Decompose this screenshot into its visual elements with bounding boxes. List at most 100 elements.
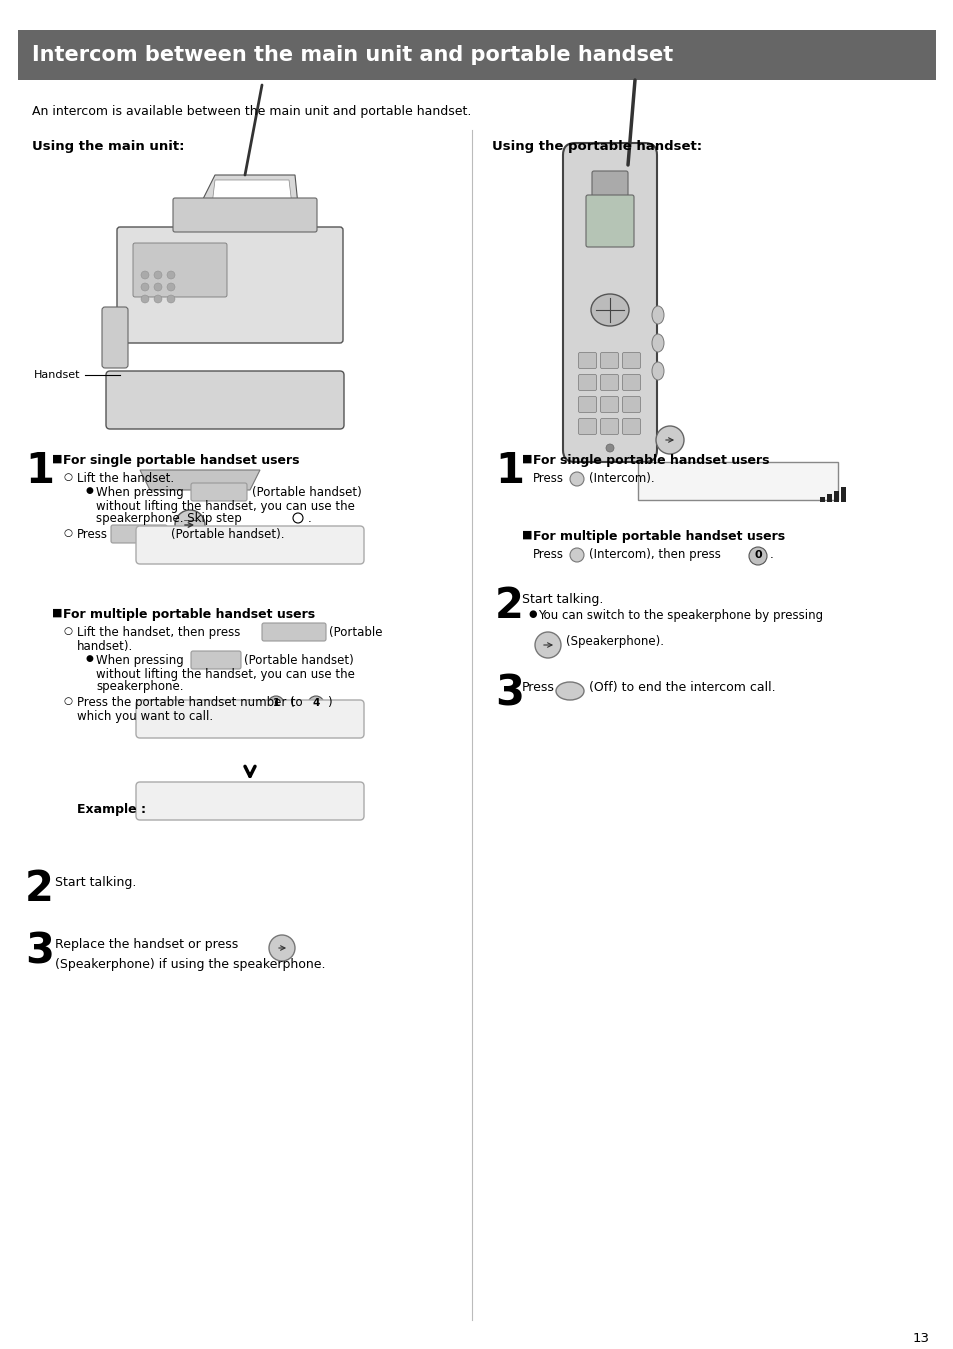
- Text: (Intercom).: (Intercom).: [588, 472, 654, 486]
- Text: For single portable handset users: For single portable handset users: [63, 455, 299, 467]
- FancyBboxPatch shape: [622, 418, 639, 434]
- Text: without lifting the handset, you can use the: without lifting the handset, you can use…: [96, 668, 355, 681]
- Text: Press: Press: [533, 548, 563, 561]
- Circle shape: [153, 283, 162, 291]
- FancyBboxPatch shape: [585, 196, 634, 247]
- FancyBboxPatch shape: [599, 397, 618, 413]
- Text: speakerphone.: speakerphone.: [96, 680, 183, 693]
- Text: (Portable handset).: (Portable handset).: [171, 527, 284, 541]
- FancyBboxPatch shape: [172, 198, 316, 232]
- Ellipse shape: [651, 306, 663, 324]
- Text: 2: 2: [25, 867, 53, 911]
- FancyBboxPatch shape: [136, 526, 364, 564]
- Circle shape: [268, 696, 284, 712]
- Text: Lift the handset, then press: Lift the handset, then press: [77, 626, 240, 639]
- Text: to: to: [287, 696, 306, 710]
- FancyBboxPatch shape: [136, 782, 364, 820]
- Text: For multiple portable handset users: For multiple portable handset users: [533, 530, 784, 544]
- Polygon shape: [210, 179, 294, 223]
- Text: handset).: handset).: [77, 639, 133, 653]
- Text: When pressing: When pressing: [96, 486, 184, 499]
- FancyBboxPatch shape: [111, 525, 167, 544]
- Circle shape: [569, 472, 583, 486]
- Circle shape: [167, 295, 174, 304]
- Text: 13: 13: [912, 1331, 929, 1345]
- Text: ■: ■: [52, 608, 63, 618]
- Text: Press: Press: [77, 527, 108, 541]
- Text: 4: 4: [312, 697, 319, 708]
- Text: (Portable handset): (Portable handset): [252, 486, 361, 499]
- Text: ): ): [327, 696, 332, 710]
- Text: 1: 1: [273, 697, 279, 708]
- Text: 3: 3: [25, 929, 54, 973]
- FancyBboxPatch shape: [262, 623, 326, 641]
- FancyBboxPatch shape: [102, 308, 128, 368]
- Text: ○: ○: [63, 626, 71, 635]
- Text: Example :: Example :: [77, 803, 146, 816]
- Text: When pressing: When pressing: [96, 654, 184, 666]
- FancyBboxPatch shape: [599, 418, 618, 434]
- FancyBboxPatch shape: [578, 352, 596, 368]
- Text: 3: 3: [495, 673, 523, 715]
- FancyBboxPatch shape: [599, 352, 618, 368]
- Circle shape: [153, 295, 162, 304]
- Circle shape: [167, 283, 174, 291]
- FancyBboxPatch shape: [578, 397, 596, 413]
- FancyBboxPatch shape: [599, 375, 618, 390]
- Text: ●: ●: [527, 608, 536, 619]
- Bar: [820, 496, 824, 502]
- FancyBboxPatch shape: [191, 483, 247, 500]
- FancyBboxPatch shape: [562, 143, 657, 461]
- Text: (Speakerphone).: (Speakerphone).: [565, 635, 663, 648]
- Circle shape: [141, 283, 149, 291]
- Text: (Portable: (Portable: [329, 626, 382, 639]
- FancyBboxPatch shape: [578, 375, 596, 390]
- Text: Using the portable handset:: Using the portable handset:: [492, 140, 701, 152]
- Text: ■: ■: [52, 455, 63, 464]
- Ellipse shape: [651, 362, 663, 380]
- Circle shape: [293, 513, 303, 523]
- Circle shape: [174, 510, 205, 540]
- Text: Press: Press: [533, 472, 563, 486]
- Circle shape: [605, 444, 614, 452]
- FancyBboxPatch shape: [622, 352, 639, 368]
- Text: Start talking.: Start talking.: [521, 594, 602, 606]
- Ellipse shape: [556, 683, 583, 700]
- Circle shape: [141, 271, 149, 279]
- Text: You can switch to the speakerphone by pressing: You can switch to the speakerphone by pr…: [537, 608, 822, 622]
- Text: (Off) to end the intercom call.: (Off) to end the intercom call.: [588, 681, 775, 693]
- Ellipse shape: [590, 294, 628, 326]
- Text: speakerphone. Skip step: speakerphone. Skip step: [96, 513, 241, 525]
- Circle shape: [308, 696, 324, 712]
- Text: Handset: Handset: [33, 370, 80, 380]
- Circle shape: [167, 271, 174, 279]
- FancyBboxPatch shape: [191, 652, 241, 669]
- FancyBboxPatch shape: [622, 375, 639, 390]
- Bar: [833, 491, 838, 502]
- Text: 2: 2: [495, 585, 523, 627]
- FancyBboxPatch shape: [106, 371, 344, 429]
- Text: An intercom is available between the main unit and portable handset.: An intercom is available between the mai…: [32, 105, 471, 117]
- Circle shape: [141, 295, 149, 304]
- Circle shape: [569, 548, 583, 563]
- FancyBboxPatch shape: [117, 227, 343, 343]
- Polygon shape: [140, 469, 260, 490]
- Text: Press the portable handset number (: Press the portable handset number (: [77, 696, 294, 710]
- Text: 1: 1: [495, 451, 523, 492]
- Text: ■: ■: [521, 530, 532, 540]
- Text: ○: ○: [63, 527, 71, 538]
- FancyBboxPatch shape: [638, 461, 837, 500]
- Text: For multiple portable handset users: For multiple portable handset users: [63, 608, 314, 621]
- Text: .: .: [308, 513, 312, 525]
- Text: Using the main unit:: Using the main unit:: [32, 140, 184, 152]
- Text: Lift the handset.: Lift the handset.: [77, 472, 174, 486]
- Circle shape: [153, 271, 162, 279]
- Text: Start talking.: Start talking.: [55, 876, 136, 889]
- FancyBboxPatch shape: [136, 700, 364, 738]
- Text: .: .: [769, 548, 773, 561]
- Text: (Speakerphone) if using the speakerphone.: (Speakerphone) if using the speakerphone…: [55, 958, 325, 971]
- Circle shape: [748, 546, 766, 565]
- Text: For single portable handset users: For single portable handset users: [533, 455, 769, 467]
- Text: ○: ○: [63, 696, 71, 706]
- FancyBboxPatch shape: [578, 418, 596, 434]
